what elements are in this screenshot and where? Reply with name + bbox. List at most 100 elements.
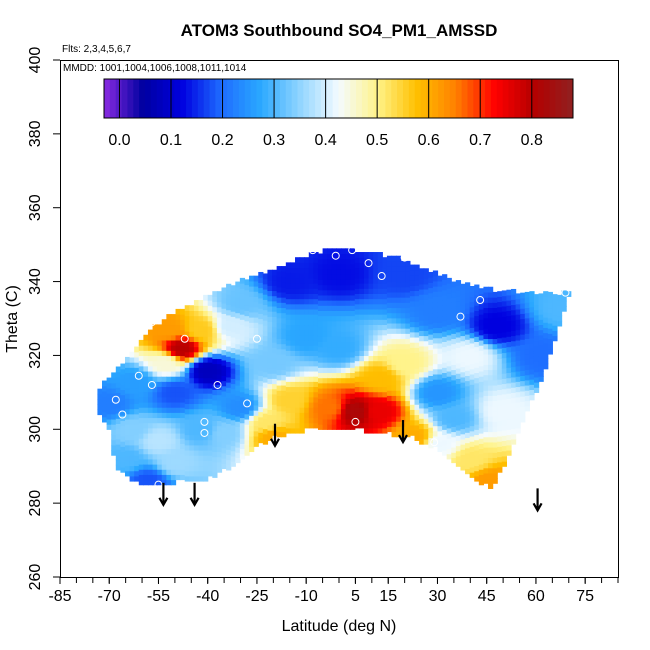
heatmap-cell — [396, 348, 402, 355]
heatmap-cell — [451, 364, 457, 371]
heatmap-cell — [451, 431, 457, 438]
heatmap-cell — [322, 325, 328, 332]
heatmap-cell — [143, 334, 149, 341]
heatmap-cell — [400, 333, 406, 340]
heatmap-cell — [524, 353, 530, 360]
heatmap-cell — [184, 408, 190, 415]
heatmap-cell — [285, 288, 292, 294]
heatmap-cell — [249, 389, 255, 396]
heatmap-cell — [529, 394, 535, 401]
heatmap-cell — [317, 413, 324, 420]
heatmap-cell — [409, 367, 416, 374]
heatmap-cell — [469, 435, 475, 442]
heatmap-cell — [180, 417, 186, 424]
heatmap-cell — [166, 407, 172, 413]
heatmap-cell — [533, 351, 540, 357]
heatmap-cell — [226, 418, 232, 424]
heatmap-cell — [308, 267, 314, 274]
heatmap-cell — [533, 330, 540, 337]
heatmap-cell — [396, 307, 402, 314]
colorbar-swatch — [285, 79, 293, 118]
heatmap-cell — [327, 336, 333, 342]
heatmap-cell — [492, 328, 498, 334]
colorbar-swatch — [391, 79, 398, 118]
heatmap-cell — [290, 324, 296, 331]
heatmap-cell — [216, 466, 223, 473]
heatmap-cell — [235, 322, 241, 329]
heatmap-cell — [102, 385, 108, 392]
heatmap-cell — [193, 403, 200, 410]
heatmap-cell — [543, 353, 549, 359]
heatmap-cell — [414, 321, 420, 328]
heatmap-cell — [409, 269, 416, 276]
heatmap-cell — [442, 300, 448, 306]
heatmap-cell — [428, 416, 434, 423]
heatmap-cell — [428, 375, 434, 382]
heatmap-cell — [317, 408, 324, 415]
heatmap-cell — [520, 297, 526, 304]
heatmap-cell — [511, 288, 517, 295]
heatmap-cell — [419, 356, 425, 362]
heatmap-cell — [405, 426, 411, 433]
heatmap-cell — [262, 294, 269, 300]
heatmap-cell — [203, 336, 209, 342]
heatmap-cell — [382, 339, 388, 346]
heatmap-cell — [308, 386, 314, 393]
heatmap-cell — [235, 374, 241, 381]
sample-point — [351, 417, 360, 426]
heatmap-cell — [327, 351, 333, 358]
heatmap-cell — [437, 317, 443, 323]
heatmap-cell — [276, 276, 282, 283]
heatmap-cell — [239, 319, 246, 326]
heatmap-cell — [230, 455, 236, 462]
heatmap-cell — [322, 253, 328, 260]
heatmap-cell — [230, 336, 236, 343]
heatmap-cell — [212, 332, 218, 339]
heatmap-cell — [396, 379, 402, 386]
heatmap-cell — [391, 328, 397, 334]
heatmap-cell — [147, 365, 154, 372]
heatmap-cell — [428, 313, 434, 320]
heatmap-cell — [226, 433, 232, 440]
heatmap-cell — [469, 441, 475, 447]
heatmap-cell — [506, 351, 512, 358]
heatmap-cell — [267, 342, 273, 348]
heatmap-cell — [396, 426, 402, 433]
heatmap-cell — [175, 391, 181, 398]
heatmap-cell — [538, 293, 544, 300]
colorbar-tick-label: 0.4 — [314, 132, 336, 149]
heatmap-cell — [115, 402, 121, 409]
heatmap-cell — [437, 342, 443, 349]
heatmap-cell — [552, 314, 558, 321]
heatmap-cell — [350, 315, 356, 322]
heatmap-cell — [451, 307, 457, 314]
colorbar-swatch — [303, 79, 310, 118]
heatmap-cell — [373, 396, 379, 403]
heatmap-cell — [317, 387, 324, 394]
heatmap-cell — [359, 319, 365, 326]
x-axis: -85 -70 -55 -40 -25 -10 5 15 30 45 60 75 — [48, 577, 619, 605]
heatmap-cell — [340, 408, 347, 415]
heatmap-cell — [428, 370, 434, 376]
heatmap-cell — [276, 390, 282, 396]
heatmap-cell — [299, 391, 305, 398]
heatmap-cell — [460, 299, 466, 306]
heatmap-cell — [400, 302, 406, 309]
heatmap-cell — [373, 401, 379, 408]
heatmap-cell — [198, 320, 204, 327]
heatmap-cell — [501, 430, 507, 436]
heatmap-cell — [262, 418, 269, 424]
heatmap-cell — [451, 452, 457, 458]
heatmap-cell — [226, 351, 232, 357]
heatmap-cell — [391, 379, 397, 386]
heatmap-cell — [350, 325, 356, 332]
heatmap-cell — [147, 422, 154, 429]
heatmap-cell — [363, 329, 370, 336]
heatmap-cell — [253, 348, 259, 354]
heatmap-cell — [419, 335, 425, 342]
heatmap-cell — [478, 474, 485, 481]
heatmap-cell — [258, 427, 264, 433]
heatmap-cell — [432, 373, 439, 380]
heatmap-cell — [230, 393, 236, 400]
heatmap-cell — [423, 407, 429, 414]
